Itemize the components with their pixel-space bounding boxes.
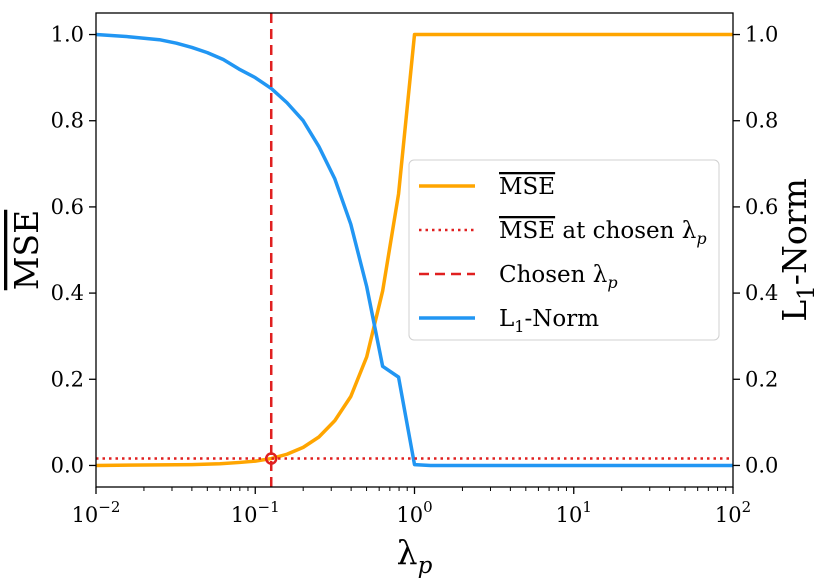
y-left-tick-label: 0.0 xyxy=(51,453,84,477)
legend-label-mse-chosen: MSE at chosen λp xyxy=(499,218,707,248)
x-tick-label: 101 xyxy=(556,498,592,527)
legend-label-l1: L1-Norm xyxy=(499,306,599,336)
y-left-tick-label: 0.6 xyxy=(51,195,84,219)
y-right-axis-label: L1-Norm xyxy=(775,178,820,322)
x-tick-label: 102 xyxy=(715,498,751,527)
y-right-tick-label: 0.0 xyxy=(745,453,778,477)
x-tick-label: 10−2 xyxy=(72,498,121,527)
y-right-tick-label: 1.0 xyxy=(745,23,778,47)
y-left-tick-label: 0.2 xyxy=(51,367,84,391)
y-left-axis-label: MSE xyxy=(7,210,46,291)
legend: MSE MSE at chosen λp Chosen λp L1-Norm xyxy=(409,160,719,340)
legend-label-chosen: Chosen λp xyxy=(499,262,618,292)
y-left-tick-label: 0.8 xyxy=(51,109,84,133)
x-tick-label: 10−1 xyxy=(231,498,280,527)
y-right-tick-label: 0.2 xyxy=(745,367,778,391)
chart: 10−2 10−1 100 101 102 0.0 0.2 0.4 0.6 0.8 1.0 0.0 0.… xyxy=(0,0,830,579)
y-right-tick-label: 0.6 xyxy=(745,195,778,219)
y-right-tick-label: 0.8 xyxy=(745,109,778,133)
legend-label-mse: MSE xyxy=(499,174,555,200)
y-right-tick-label: 0.4 xyxy=(745,281,778,305)
x-axis-label: λp xyxy=(397,533,433,579)
y-left-tick-label: 1.0 xyxy=(51,23,84,47)
y-left-tick-label: 0.4 xyxy=(51,281,84,305)
x-tick-label: 100 xyxy=(396,498,432,527)
